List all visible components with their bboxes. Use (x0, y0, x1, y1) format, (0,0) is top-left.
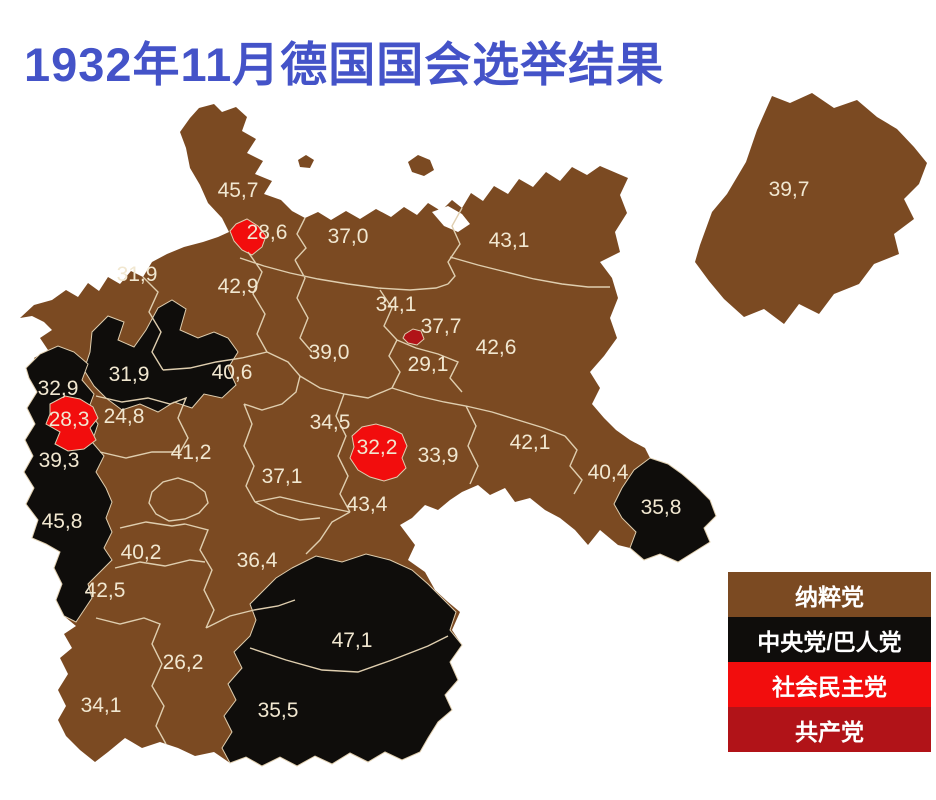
district-label-d01: 45,7 (218, 179, 259, 202)
district-label-d29: 40,2 (121, 541, 162, 564)
district-label-d12: 29,1 (408, 353, 449, 376)
district-label-d14: 31,9 (109, 363, 150, 386)
legend-item-label: 纳粹党 (795, 583, 864, 610)
map-islet-kiel (298, 155, 314, 168)
district-label-d32: 26,2 (163, 651, 204, 674)
legend-item-kpd: 共产党 (728, 707, 931, 752)
district-label-d20: 33,9 (418, 444, 459, 467)
district-label-d09: 37,7 (421, 315, 462, 338)
legend: 纳粹党中央党/巴人党 社会民主党共产党 (728, 572, 931, 752)
district-label-d11: 39,0 (309, 341, 350, 364)
district-borders (95, 207, 610, 745)
district-label-d03: 37,0 (328, 225, 369, 248)
district-label-d04: 43,1 (489, 229, 530, 252)
legend-item-label: 社会民主党 (772, 673, 887, 700)
district-label-d02: 28,6 (247, 221, 288, 244)
district-label-d35: 35,5 (258, 699, 299, 722)
map-region-upper-silesia-black[interactable] (613, 457, 717, 563)
district-label-d27: 43,4 (347, 493, 388, 516)
map-region-east-prussia[interactable] (695, 93, 927, 324)
district-label-d05: 39,7 (769, 178, 810, 201)
district-label-d08: 34,1 (376, 293, 417, 316)
map-islet-ruegen (408, 155, 434, 176)
district-label-d07: 42,9 (218, 275, 259, 298)
district-label-d17: 24,8 (104, 405, 145, 428)
district-label-d21: 42,1 (510, 431, 551, 454)
district-label-d18: 34,5 (310, 411, 351, 434)
district-label-d33: 47,1 (332, 629, 373, 652)
district-label-d10: 42,6 (476, 336, 517, 359)
map-region-duesseldorf-red[interactable] (45, 395, 99, 452)
map-lagoon (432, 206, 470, 232)
legend-item-zentrum: 中央党/巴人党 (728, 617, 931, 662)
district-label-d22: 41,2 (171, 441, 212, 464)
district-label-d34: 34,1 (81, 694, 122, 717)
district-label-d28: 45,8 (42, 510, 83, 533)
page-title: 1932年11月德国国会选举结果 (24, 38, 665, 91)
district-label-d25: 40,4 (588, 461, 629, 484)
district-label-d06: 31,9 (117, 263, 158, 286)
district-label-d19: 32,2 (357, 436, 398, 459)
district-label-d13: 40,6 (212, 361, 253, 384)
map-region-leipzig-red[interactable] (349, 423, 408, 482)
map-region-hamburg-red[interactable] (229, 218, 267, 256)
district-label-d15: 32,9 (38, 377, 79, 400)
district-label-d31: 42,5 (85, 579, 126, 602)
district-label-d30: 36,4 (237, 549, 278, 572)
district-label-d24: 37,1 (262, 465, 303, 488)
map-region-berlin-darkred[interactable] (402, 328, 425, 346)
legend-item-nazi: 纳粹党 (728, 572, 931, 617)
district-label-d16: 28,3 (49, 408, 90, 431)
legend-item-spd: 社会民主党 (728, 662, 931, 707)
map-region-bavaria-black[interactable] (221, 553, 463, 767)
legend-item-label: 共产党 (795, 718, 864, 745)
district-labels-layer: 45,728,6 37,0 43,139,731,942,934,137,742,6… (38, 178, 810, 722)
legend-item-label: 中央党/巴人党 (757, 628, 902, 655)
district-label-d26: 35,8 (641, 496, 682, 519)
district-label-d23: 39,3 (39, 449, 80, 472)
